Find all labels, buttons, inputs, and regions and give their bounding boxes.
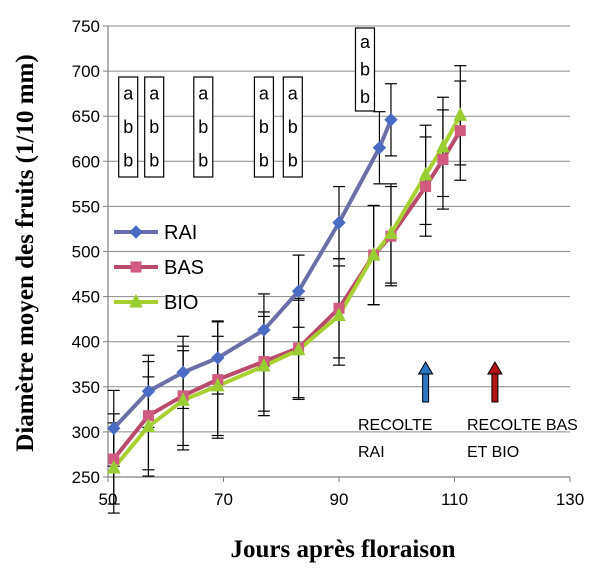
y-tick-label-250: 250	[72, 468, 100, 487]
significance-box-1	[118, 76, 139, 178]
data-point-BIO-10	[418, 166, 433, 181]
data-point-BIO-9	[384, 225, 398, 239]
data-point-BIO-4	[210, 377, 225, 392]
data-point-RAI-6	[291, 284, 306, 298]
significance-letter-3-3: b	[198, 150, 208, 170]
data-point-BAS-11	[437, 153, 449, 165]
data-point-RAI-2	[141, 384, 156, 399]
significance-letter-6-1: a	[360, 32, 371, 52]
data-point-RAI-7	[332, 215, 346, 230]
data-point-RAI-5	[257, 323, 271, 337]
significance-letter-6-2: b	[360, 60, 370, 80]
significance-letter-4-1: a	[259, 84, 270, 104]
significance-letter-5-2: b	[288, 117, 298, 137]
x-tick-label-130: 130	[556, 490, 584, 509]
data-point-RAI-1	[107, 421, 121, 435]
data-point-BIO-3	[176, 392, 190, 406]
significance-letter-2-2: b	[149, 117, 159, 137]
significance-box-2	[144, 76, 165, 178]
x-tick-label-50: 50	[99, 490, 118, 509]
x-tick-label-110: 110	[441, 490, 468, 509]
y-tick-label-750: 750	[72, 17, 100, 36]
data-point-BIO-11	[436, 138, 450, 153]
x-tick-label-70: 70	[214, 490, 233, 509]
data-point-BIO-6	[291, 341, 306, 356]
legend-label-BIO: BIO	[164, 292, 198, 314]
data-point-BIO-8	[366, 246, 381, 261]
significance-box-4	[253, 76, 275, 178]
harvest-label-line1-2: RECOLTE BAS	[467, 417, 578, 434]
harvest-label-line1-1: RECOLTE	[358, 417, 432, 434]
y-tick-label-500: 500	[72, 243, 100, 262]
x-tick-label-90: 90	[330, 490, 349, 509]
legend-marker-BAS	[130, 261, 142, 273]
data-point-RAI-4	[211, 351, 225, 365]
significance-box-3	[193, 76, 214, 178]
y-tick-label-600: 600	[72, 152, 100, 171]
data-point-RAI-3	[176, 365, 190, 380]
significance-letter-6-3: b	[360, 87, 370, 107]
significance-letter-1-2: b	[123, 117, 133, 137]
harvest-arrow-head-1	[417, 361, 434, 375]
data-point-BIO-1	[106, 459, 121, 474]
x-axis-title: Jours après floraison	[231, 536, 456, 563]
harvest-label-line2-2: ET BIO	[467, 444, 519, 461]
data-point-BIO-2	[141, 418, 156, 432]
y-tick-label-300: 300	[72, 423, 100, 442]
data-point-BAS-12	[454, 125, 466, 137]
y-tick-label-400: 400	[72, 333, 100, 352]
significance-letter-2-3: b	[149, 150, 159, 170]
y-tick-label-350: 350	[72, 378, 100, 397]
significance-box-6	[354, 27, 376, 112]
significance-letter-3-2: b	[198, 117, 208, 137]
legend-label-RAI: RAI	[164, 222, 197, 244]
data-point-RAI-9	[384, 113, 398, 127]
harvest-arrow-shaft-1	[422, 371, 430, 403]
harvest-label-line2-1: RAI	[358, 444, 385, 461]
harvest-arrow-head-2	[487, 361, 503, 375]
y-axis-title: Diamètre moyen des fruits (1/10 mm)	[12, 54, 39, 451]
data-point-BIO-12	[453, 107, 468, 121]
significance-letter-4-3: b	[259, 150, 269, 170]
significance-letter-2-1: a	[149, 84, 160, 104]
y-tick-label-450: 450	[72, 288, 100, 307]
significance-letter-1-1: a	[123, 84, 134, 104]
y-tick-label-700: 700	[72, 62, 100, 81]
significance-box-5	[282, 76, 303, 178]
y-tick-label-650: 650	[72, 107, 100, 126]
y-tick-label-550: 550	[72, 197, 100, 216]
harvest-arrow-shaft-2	[491, 371, 499, 403]
data-point-RAI-8	[372, 141, 387, 155]
significance-letter-5-1: a	[288, 84, 299, 104]
significance-letter-4-2: b	[259, 117, 269, 137]
significance-letter-3-1: a	[198, 84, 209, 104]
significance-letter-5-3: b	[288, 150, 298, 170]
significance-letter-1-3: b	[123, 150, 133, 170]
legend-label-BAS: BAS	[164, 257, 204, 279]
data-point-BIO-5	[257, 357, 271, 372]
data-point-BAS-10	[420, 181, 432, 193]
legend-marker-BIO	[129, 293, 143, 308]
legend-marker-RAI	[129, 225, 143, 239]
data-point-BIO-7	[332, 307, 346, 322]
